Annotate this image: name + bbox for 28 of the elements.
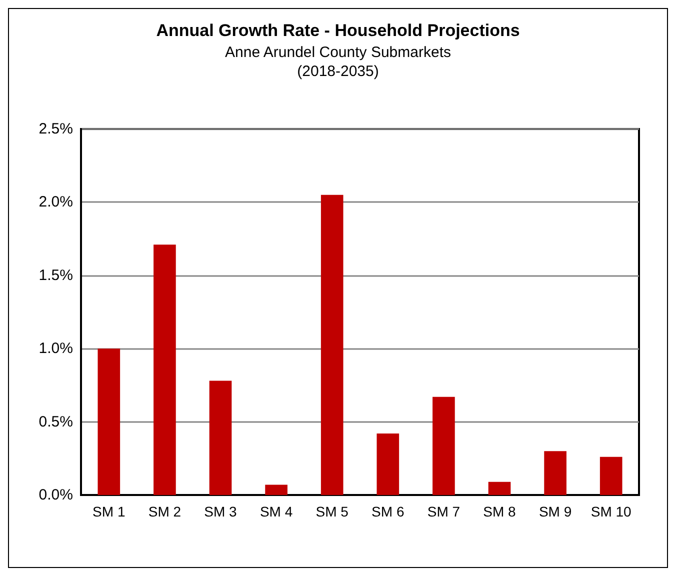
x-tick-label: SM 4	[260, 504, 293, 520]
bar	[432, 396, 455, 495]
bar	[265, 484, 288, 495]
bar	[376, 434, 400, 495]
x-tick-label: SM 1	[92, 504, 126, 520]
x-tick-label: SM 9	[538, 504, 572, 520]
bar	[544, 451, 566, 495]
y-tick-label: 1.5%	[38, 266, 73, 284]
x-tick-label: SM 3	[204, 504, 238, 520]
x-tick-label: SM 8	[483, 504, 516, 520]
bar	[209, 380, 232, 495]
chart-subtitle: Anne Arundel County Submarkets (2018-2035)	[225, 44, 451, 80]
bar	[488, 482, 511, 495]
bar	[154, 244, 176, 495]
y-tick-label: 2.0%	[38, 194, 73, 211]
x-tick-label: SM 10	[590, 504, 632, 520]
x-tick-label: SM 2	[148, 504, 182, 520]
chart-title: Annual Growth Rate - Household Projections	[156, 21, 520, 40]
y-tick-label: 0.5%	[38, 413, 73, 430]
y-tick-label: 0.0%	[38, 486, 73, 504]
bar	[98, 348, 120, 495]
x-tick-label: SM 6	[372, 504, 404, 520]
bar	[600, 456, 622, 495]
x-tick-label: SM 5	[316, 504, 349, 520]
y-tick-label: 2.5%	[38, 120, 73, 138]
y-tick-label: 1.0%	[38, 340, 73, 358]
bar	[320, 194, 344, 495]
x-tick-label: SM 7	[427, 504, 460, 520]
